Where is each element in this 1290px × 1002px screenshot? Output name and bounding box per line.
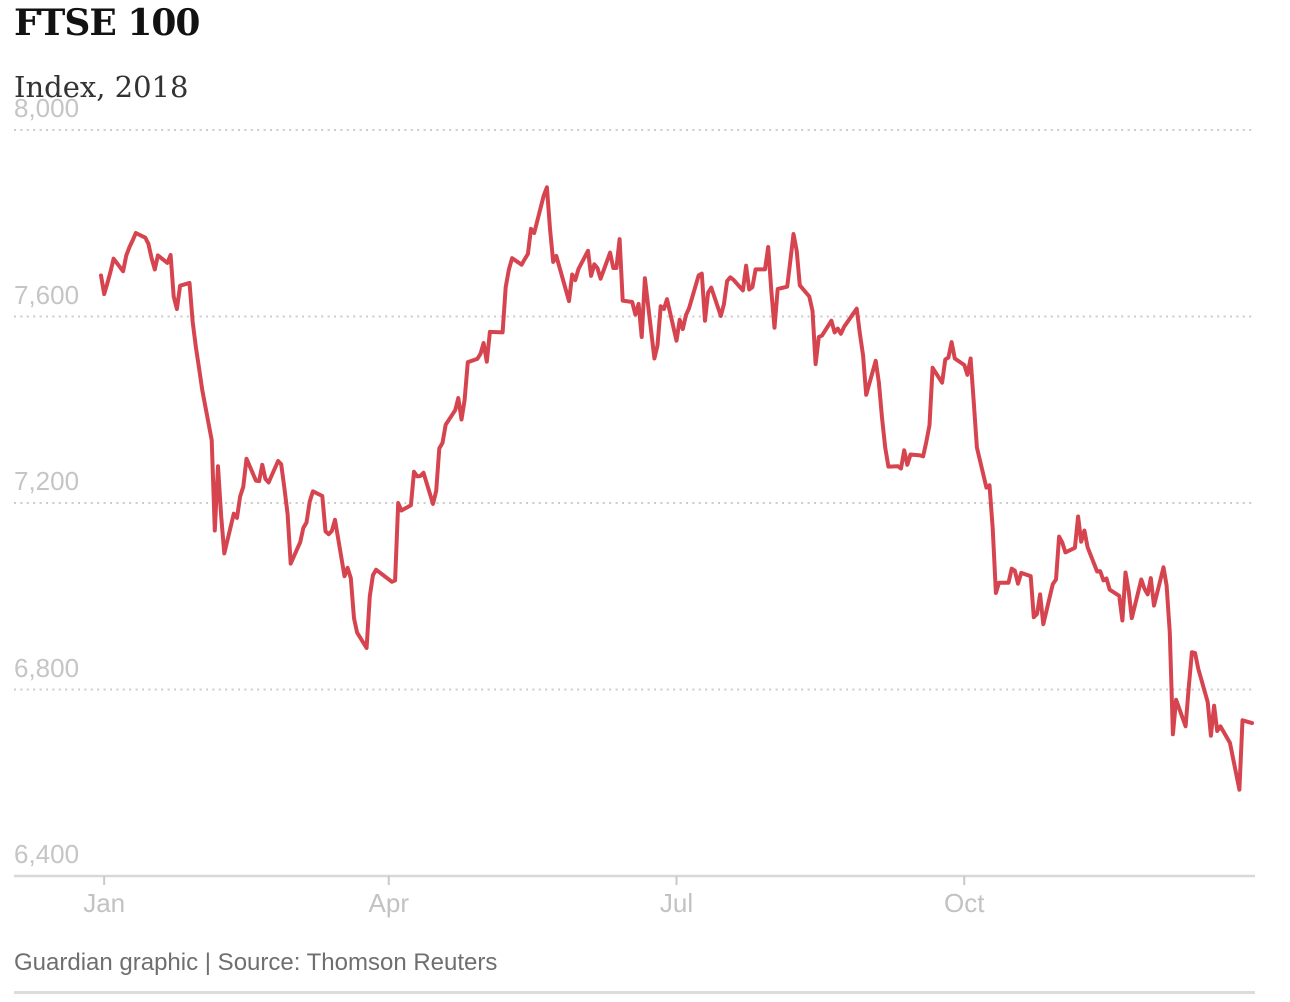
price-line — [99, 185, 1254, 792]
y-axis-label: 7,600 — [14, 279, 80, 310]
x-axis-label: Jan — [83, 888, 126, 918]
x-axis-label: Jul — [659, 888, 694, 918]
y-axis-label: 6,400 — [14, 839, 80, 869]
y-axis-label: 8,000 — [14, 93, 80, 123]
source-credit: Guardian graphic | Source: Thomson Reute… — [14, 949, 498, 976]
y-axis-label: 7,200 — [14, 466, 80, 496]
x-axis-label: Oct — [944, 888, 985, 918]
bottom-divider — [14, 991, 1255, 994]
y-axis-label: 6,800 — [14, 652, 80, 683]
x-axis-label: Apr — [368, 888, 409, 918]
chart-subtitle: Index, 2018 — [14, 70, 189, 104]
page-title: FTSE 100 — [14, 2, 200, 44]
